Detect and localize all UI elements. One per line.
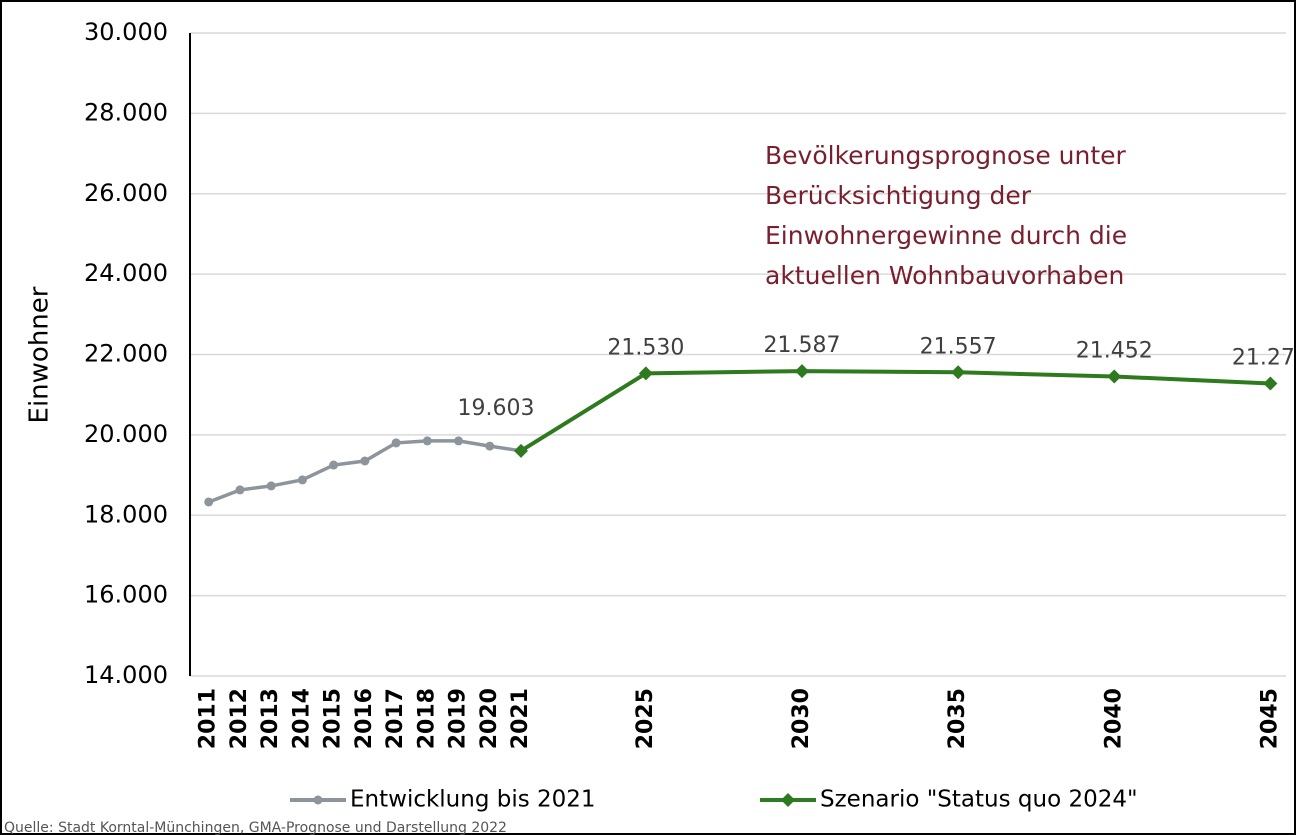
circle-marker xyxy=(360,456,370,466)
x-tick-label: 2019 xyxy=(446,688,471,749)
diamond-marker xyxy=(638,366,653,381)
circle-marker xyxy=(235,485,245,495)
x-tick-label: 2013 xyxy=(258,688,283,749)
data-label: 19.603 xyxy=(457,396,534,421)
circle-marker xyxy=(422,436,432,446)
circle-marker xyxy=(266,481,276,491)
y-tick-label: 28.000 xyxy=(84,98,168,126)
annotation: Bevölkerungsprognose unter xyxy=(765,141,1127,170)
x-tick-label: 2020 xyxy=(477,688,502,749)
y-tick-label: 24.000 xyxy=(84,259,168,287)
data-label: 21.279 xyxy=(1232,345,1296,370)
data-label: 21.557 xyxy=(920,334,997,359)
annotation: Berücksichtigung der xyxy=(765,181,1032,210)
x-tick-label: 2016 xyxy=(352,688,377,749)
x-tick-label: 2021 xyxy=(508,688,533,749)
x-tick-label: 2035 xyxy=(945,688,970,749)
x-tick-label: 2015 xyxy=(321,688,346,749)
x-tick-label: 2012 xyxy=(227,688,252,749)
x-tick-label: 2017 xyxy=(383,688,408,749)
y-tick-label: 22.000 xyxy=(84,340,168,368)
x-tick-label: 2040 xyxy=(1101,688,1126,749)
diamond-marker xyxy=(513,443,528,458)
x-tick-label: 2030 xyxy=(789,688,814,749)
circle-marker xyxy=(313,795,323,805)
y-tick-label: 30.000 xyxy=(84,18,168,46)
y-tick-label: 18.000 xyxy=(84,500,168,528)
y-tick-label: 14.000 xyxy=(84,661,168,689)
legend-label: Entwicklung bis 2021 xyxy=(350,787,596,813)
annotation: Einwohnergewinne durch die xyxy=(765,221,1127,250)
y-tick-label: 20.000 xyxy=(84,420,168,448)
y-tick-label: 26.000 xyxy=(84,179,168,207)
diamond-marker xyxy=(951,365,966,380)
x-tick-label: 2045 xyxy=(1257,688,1282,749)
y-axis-title: Einwohner xyxy=(25,286,55,423)
circle-marker xyxy=(297,475,307,485)
diamond-marker xyxy=(781,793,795,807)
x-tick-label: 2014 xyxy=(289,688,314,749)
series-line xyxy=(519,369,1271,453)
data-label: 21.587 xyxy=(764,333,841,358)
diamond-marker xyxy=(795,364,810,379)
legend-label: Szenario "Status quo 2024" xyxy=(820,787,1138,813)
data-label: 21.452 xyxy=(1076,339,1153,364)
y-tick-label: 16.000 xyxy=(84,581,168,609)
x-tick-label: 2011 xyxy=(196,688,221,749)
circle-marker xyxy=(204,497,214,507)
circle-marker xyxy=(485,441,495,451)
circle-marker xyxy=(391,438,401,448)
circle-marker xyxy=(329,460,339,470)
diamond-marker xyxy=(1107,369,1122,384)
annotation: aktuellen Wohnbauvorhaben xyxy=(765,261,1124,290)
data-label: 21.530 xyxy=(607,335,684,360)
source-note: Quelle: Stadt Korntal-Münchingen, GMA-Pr… xyxy=(4,820,507,835)
x-tick-label: 2018 xyxy=(414,688,439,749)
diamond-marker xyxy=(1263,376,1278,391)
circle-marker xyxy=(454,436,464,446)
series-line xyxy=(208,439,522,504)
x-tick-label: 2025 xyxy=(633,688,658,749)
